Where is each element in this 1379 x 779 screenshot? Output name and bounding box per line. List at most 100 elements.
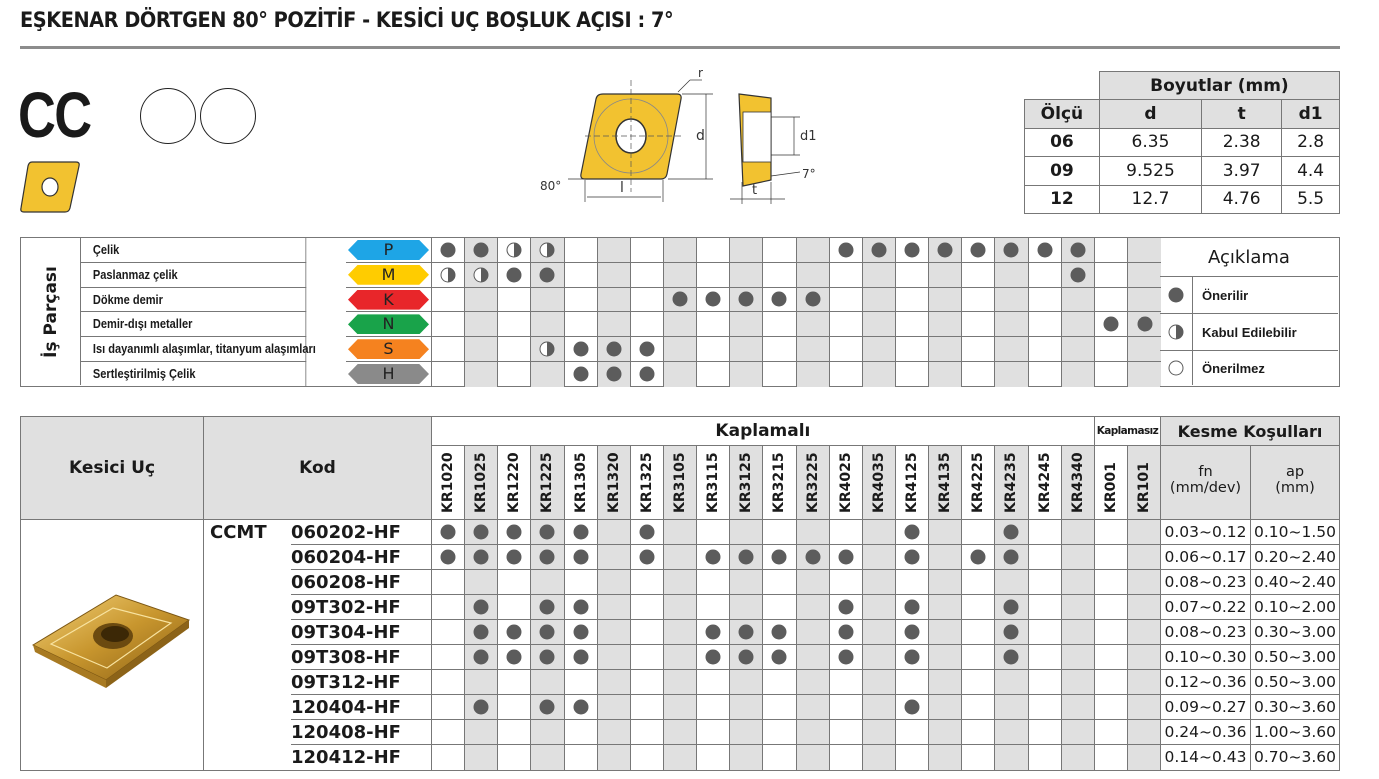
grade-availability-cell	[829, 595, 863, 620]
grade-cell	[630, 238, 664, 263]
recommended-dot-icon	[904, 242, 920, 258]
grade-cell	[895, 287, 930, 313]
grade-availability-cell	[829, 620, 863, 645]
grade-availability-cell	[1061, 595, 1095, 620]
recommended-dot-icon	[738, 291, 754, 307]
clearance-angle-label: 7°	[802, 167, 816, 181]
grade-availability-cell	[730, 720, 764, 745]
grade-cell	[1028, 262, 1062, 288]
grade-cell	[862, 262, 896, 288]
dimension-value: 6.35	[1098, 127, 1203, 158]
grade-availability-cell	[697, 670, 731, 695]
grade-cell	[929, 262, 963, 288]
iso-S-badge: S	[348, 339, 429, 360]
grade-cell	[962, 362, 996, 387]
grade-availability-cell	[697, 695, 731, 720]
product-code: 120404-HF	[291, 695, 432, 720]
recommended-dot-icon	[1070, 242, 1086, 258]
grade-availability-cell	[1094, 520, 1128, 545]
iso-P-badge: P	[348, 240, 429, 260]
grade-availability-cell	[796, 670, 830, 695]
grade-availability-cell	[995, 620, 1029, 645]
grade-cell	[1029, 362, 1062, 387]
grade-availability-cell	[697, 620, 731, 645]
d-label: d	[696, 128, 705, 144]
grade-availability-cell	[697, 520, 731, 545]
grade-cell	[432, 262, 466, 288]
grade-name: KR101	[1136, 462, 1152, 513]
grade-name: KR1225	[539, 452, 556, 513]
depth-range: 0.10~1.50	[1251, 520, 1339, 545]
material-group-badge: K	[346, 287, 432, 313]
grade-availability-cell	[730, 545, 764, 570]
title-divider	[20, 46, 1340, 49]
material-name: Demir-dışı metaller	[81, 312, 307, 338]
dimensions-table: Boyutlar (mm) Ölçü d t d1 06 6.35 2.38 2.8 09 9.…	[1024, 70, 1341, 214]
grade-availability-cell	[531, 595, 565, 620]
grade-availability-cell	[1028, 720, 1062, 745]
grade-column-header: KR1025	[465, 446, 499, 520]
grade-cell	[498, 238, 532, 263]
grade-availability-cell	[1094, 645, 1128, 670]
grade-cell	[796, 287, 830, 313]
grade-availability-cell	[1127, 620, 1162, 645]
acceptable-half-dot-icon	[440, 267, 456, 283]
grade-cell	[531, 287, 565, 313]
grade-availability-cell	[663, 670, 698, 695]
grade-cell	[829, 312, 863, 338]
legend-label: Kabul Edilebilir	[1202, 324, 1297, 340]
legend-symbol	[1160, 314, 1193, 350]
grade-availability-cell	[862, 670, 896, 695]
grade-cell	[597, 287, 631, 313]
feed-range: 0.09~0.27	[1161, 695, 1251, 720]
available-dot-icon	[473, 599, 489, 615]
grade-cell	[465, 238, 499, 263]
grade-cell	[1028, 312, 1062, 338]
grade-cell	[1094, 337, 1128, 362]
grade-availability-cell	[829, 695, 863, 720]
grade-name: KR1220	[506, 452, 523, 513]
grade-cell	[1061, 262, 1095, 288]
grade-cell	[896, 362, 930, 387]
grade-cell	[630, 262, 664, 288]
grade-column-header: KR1320	[597, 446, 631, 520]
grade-cell	[763, 337, 797, 362]
depth-range: 0.30~3.00	[1251, 620, 1339, 645]
grade-cell	[862, 362, 896, 387]
available-dot-icon	[838, 549, 854, 565]
feed-range: 0.12~0.36	[1161, 670, 1251, 695]
grade-availability-cell	[597, 745, 631, 770]
grade-availability-cell	[432, 745, 466, 770]
grade-cell	[962, 287, 996, 313]
dimension-value: 2.38	[1201, 127, 1283, 158]
grade-availability-cell	[498, 695, 532, 720]
grade-name: KR3125	[738, 452, 755, 513]
grade-availability-cell	[465, 645, 499, 670]
grade-availability-cell	[630, 670, 664, 695]
grade-cell	[1127, 262, 1162, 288]
depth-range: 0.50~3.00	[1251, 645, 1339, 670]
grade-cell	[465, 262, 499, 288]
grade-availability-cell	[498, 745, 532, 770]
recommended-dot-icon	[1103, 316, 1119, 332]
grade-availability-cell	[796, 620, 830, 645]
grade-cell	[862, 337, 896, 362]
available-dot-icon	[539, 524, 555, 540]
grade-cell	[597, 362, 631, 387]
grade-availability-cell	[796, 645, 830, 670]
grade-availability-cell	[929, 745, 963, 770]
grade-cell	[763, 287, 797, 313]
feed-range: 0.06~0.17	[1161, 545, 1251, 570]
grade-availability-cell	[995, 545, 1029, 570]
recommended-dot-icon	[573, 341, 589, 357]
grade-cell	[465, 287, 499, 313]
grade-name: KR4225	[970, 452, 987, 513]
grade-availability-cell	[929, 570, 963, 595]
legend: Açıklama Önerilir Kabul Edilebilir Önerilm…	[1160, 237, 1340, 387]
legend-symbol	[1160, 351, 1193, 385]
feed-range: 0.14~0.43	[1161, 745, 1251, 770]
grade-cell	[929, 287, 963, 313]
grade-availability-cell	[962, 595, 996, 620]
grade-cell	[1127, 337, 1162, 362]
recommended-dot-icon	[473, 242, 489, 258]
